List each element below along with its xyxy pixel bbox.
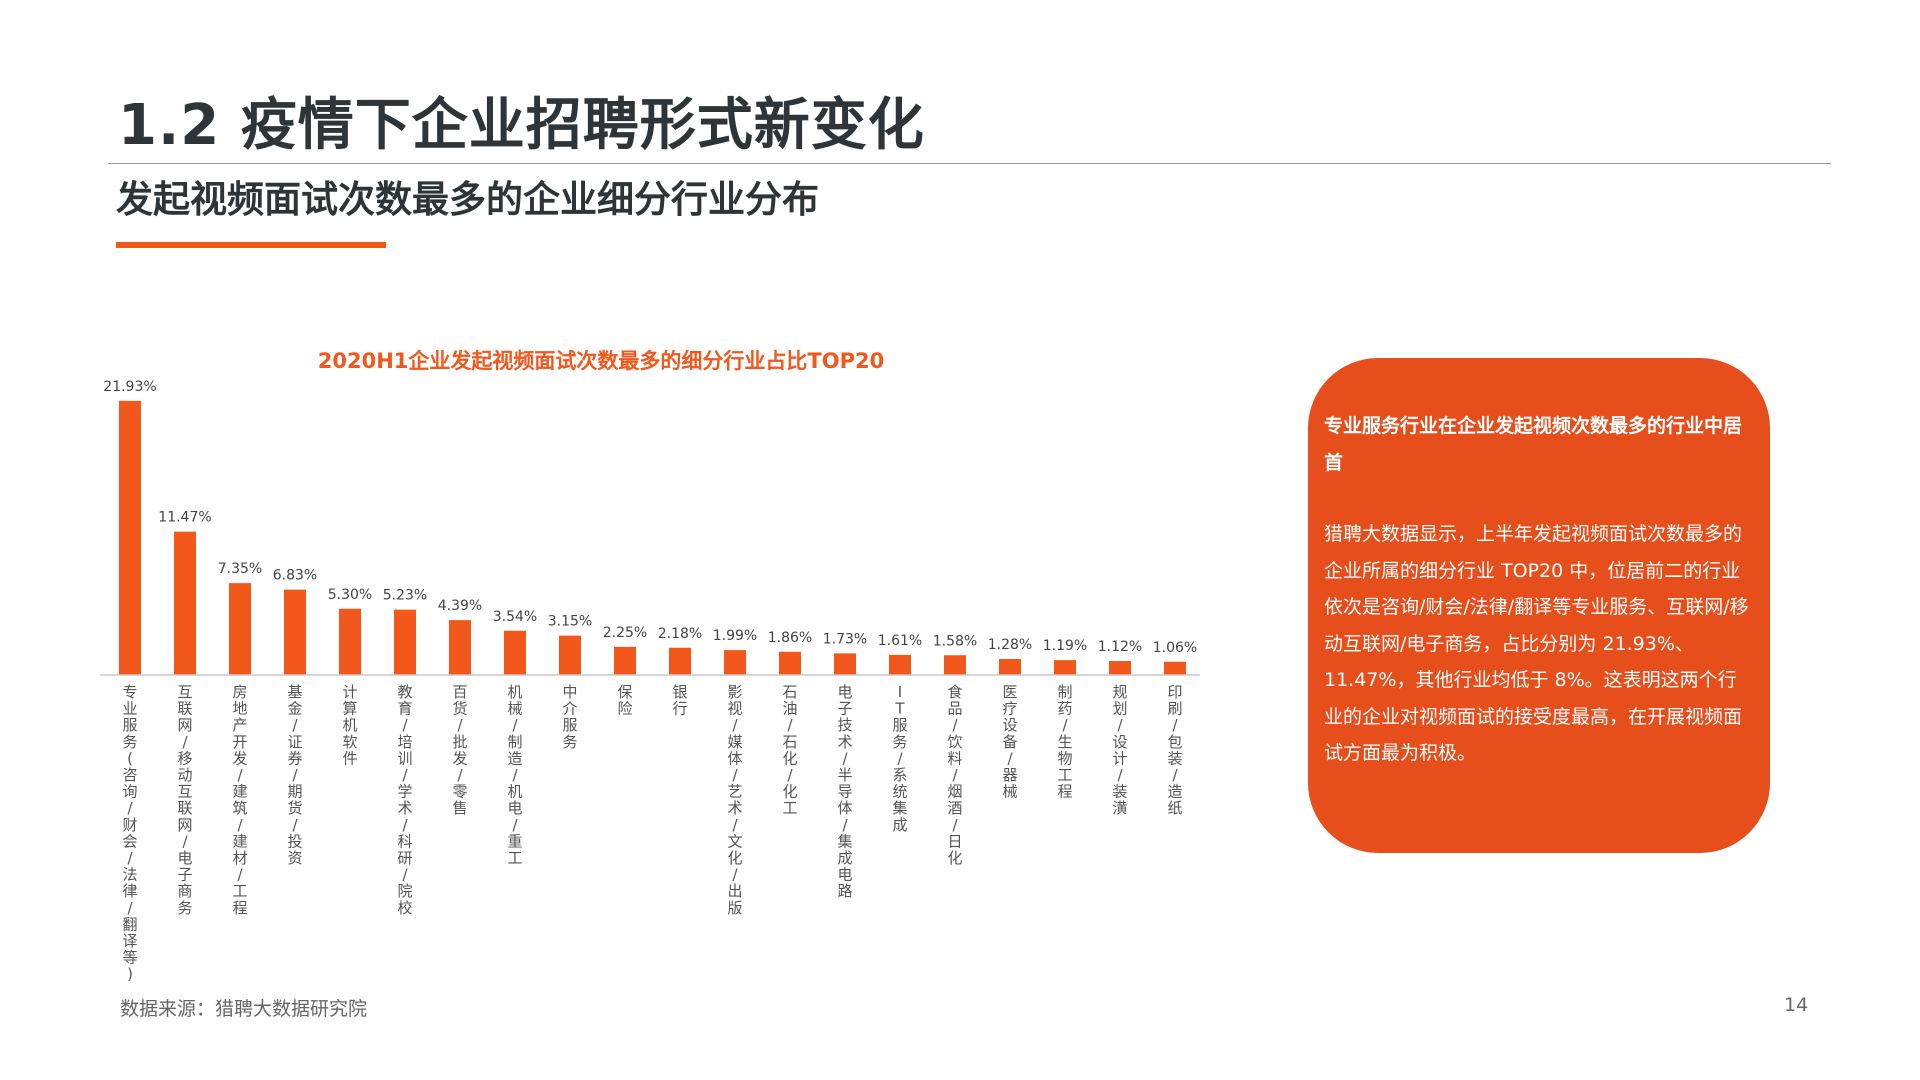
bars-layer: 21.93% 专业服务(咨询/财会/法律/翻译等) 11.47% 互联网/移动互联网/…	[103, 379, 1197, 983]
bar	[504, 630, 526, 675]
category-label: 中介服务	[562, 683, 577, 751]
bar-value-label: 5.23%	[383, 588, 427, 604]
bar-value-label: 7.35%	[218, 561, 262, 577]
bar-value-label: 1.73%	[823, 631, 867, 647]
category-label: 银行	[672, 683, 687, 718]
bar-value-label: 21.93%	[103, 379, 156, 395]
bar	[614, 646, 636, 675]
category-label: 教育/培训/学术/科研/院校	[397, 683, 412, 917]
page-number: 14	[1784, 994, 1809, 1016]
category-label: I T 服务/系统集成	[892, 683, 907, 834]
bar	[174, 531, 196, 675]
category-label: 百货/批发/零售	[452, 683, 467, 817]
title-divider	[108, 163, 1831, 164]
insight-body: 猎聘大数据显示，上半年发起视频面试次数最多的企业所属的细分行业 TOP20 中，…	[1324, 523, 1749, 764]
insight-card: 专业服务行业在企业发起视频次数最多的行业中居首 猎聘大数据显示，上半年发起视频面…	[1308, 358, 1770, 853]
bar	[944, 655, 966, 675]
bar-value-label: 11.47%	[158, 510, 211, 526]
bar-value-label: 2.25%	[603, 625, 647, 641]
bar	[779, 651, 801, 675]
bar	[1164, 661, 1186, 675]
category-label: 印刷/包装/造纸	[1167, 683, 1182, 817]
category-label: 石油/石化/化工	[782, 683, 797, 817]
bar-value-label: 5.30%	[328, 587, 372, 603]
category-label: 保险	[617, 683, 632, 718]
category-label: 互联网/移动互联网/电子商务	[177, 683, 192, 917]
bar	[394, 609, 416, 675]
bar-value-label: 4.39%	[438, 598, 482, 614]
category-label: 医疗设备/器械	[1002, 683, 1017, 801]
bar-value-label: 1.06%	[1153, 640, 1197, 656]
category-label: 房地产开发/建筑/建材/工程	[232, 683, 247, 917]
page-subtitle: 发起视频面试次数最多的企业细分行业分布	[116, 178, 819, 221]
insight-heading: 专业服务行业在企业发起视频次数最多的行业中居首	[1324, 415, 1743, 474]
bar-value-label: 1.12%	[1098, 639, 1142, 655]
bar-value-label: 1.28%	[988, 637, 1032, 653]
bar	[724, 650, 746, 675]
bar	[339, 608, 361, 675]
category-label: 专业服务(咨询/财会/法律/翻译等)	[122, 683, 137, 983]
category-label: 制药/生物工程	[1057, 683, 1072, 801]
category-label: 影视/媒体/艺术/文化/出版	[727, 683, 742, 917]
bar-value-label: 1.86%	[768, 630, 812, 646]
bar	[559, 635, 581, 675]
bar	[889, 654, 911, 675]
bar	[669, 647, 691, 675]
bar	[999, 659, 1021, 675]
bar	[229, 583, 251, 675]
category-label: 机械/制造/机电/重工	[507, 683, 522, 867]
chart-title: 2020H1企业发起视频面试次数最多的细分行业占比TOP20	[318, 349, 884, 373]
bar-value-label: 2.18%	[658, 626, 702, 642]
bar	[284, 589, 306, 675]
category-label: 电子技术/半导体/集成电路	[837, 683, 852, 900]
bar-value-label: 1.99%	[713, 628, 757, 644]
subtitle-underline	[116, 242, 386, 248]
bar-value-label: 1.19%	[1043, 638, 1087, 654]
bar	[1054, 660, 1076, 675]
bar	[834, 653, 856, 675]
category-label: 食品/饮料/烟酒/日化	[947, 683, 962, 867]
bar	[1109, 661, 1131, 675]
category-label: 计算机软件	[342, 683, 357, 767]
page-title: 1.2 疫情下企业招聘形式新变化	[118, 93, 925, 158]
bar-value-label: 3.15%	[548, 614, 592, 630]
data-source: 数据来源：猎聘大数据研究院	[120, 998, 368, 1020]
bar-value-label: 1.58%	[933, 633, 977, 649]
bar-value-label: 6.83%	[273, 568, 317, 584]
bar	[449, 620, 471, 675]
bar	[119, 400, 141, 675]
category-label: 规划/设计/装潢	[1112, 683, 1127, 817]
bar-value-label: 1.61%	[878, 633, 922, 649]
bar-chart: 2020H1企业发起视频面试次数最多的细分行业占比TOP20 21.93% 专业服…	[100, 349, 1200, 983]
category-label: 基金/证券/期货/投资	[287, 683, 302, 867]
bar-value-label: 3.54%	[493, 609, 537, 625]
